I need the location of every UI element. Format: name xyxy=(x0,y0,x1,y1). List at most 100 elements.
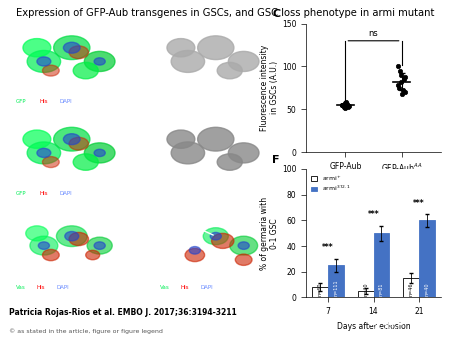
Text: His: His xyxy=(37,285,45,290)
Text: n=60: n=60 xyxy=(318,283,323,296)
Bar xyxy=(403,278,419,297)
Point xyxy=(346,103,353,108)
Circle shape xyxy=(84,51,115,72)
Point xyxy=(343,101,351,107)
Circle shape xyxy=(54,127,90,151)
Circle shape xyxy=(228,51,259,72)
Text: armi$^{+}$: armi$^{+}$ xyxy=(34,207,54,216)
Point xyxy=(398,79,405,84)
Text: EMBO: EMBO xyxy=(369,317,405,328)
Point xyxy=(396,85,403,91)
Point xyxy=(401,90,409,95)
Text: DAPI: DAPI xyxy=(59,99,72,104)
Text: n=40: n=40 xyxy=(424,283,429,296)
Text: His: His xyxy=(40,99,48,104)
Text: E: E xyxy=(157,207,163,216)
Y-axis label: Fluorescence intensity
in GSCs (A.U.): Fluorescence intensity in GSCs (A.U.) xyxy=(260,45,279,131)
Circle shape xyxy=(203,228,228,245)
Bar xyxy=(358,291,373,297)
Text: GFP: GFP xyxy=(217,191,229,196)
Text: nos-Gal4/UASp-GFP-Aub: nos-Gal4/UASp-GFP-Aub xyxy=(34,24,110,29)
Point xyxy=(398,91,405,97)
Text: Expression of GFP-Aub transgenes in GSCs, and GSC loss phenotype in armi mutant: Expression of GFP-Aub transgenes in GSCs… xyxy=(16,8,434,19)
Point xyxy=(400,77,408,82)
Point xyxy=(341,101,348,106)
Text: ***: *** xyxy=(322,243,334,252)
Circle shape xyxy=(94,242,105,249)
Circle shape xyxy=(38,242,50,249)
Bar xyxy=(374,233,389,297)
Circle shape xyxy=(42,249,59,261)
Text: n=81: n=81 xyxy=(379,283,384,296)
Circle shape xyxy=(42,156,59,168)
Circle shape xyxy=(230,236,257,255)
Circle shape xyxy=(37,148,51,158)
Circle shape xyxy=(217,62,242,79)
Circle shape xyxy=(198,36,234,59)
Circle shape xyxy=(189,246,200,254)
Text: ***: *** xyxy=(413,198,425,208)
Text: D: D xyxy=(13,207,21,216)
Point xyxy=(396,68,404,73)
Text: n=46: n=46 xyxy=(409,283,414,296)
Point xyxy=(340,104,347,110)
Circle shape xyxy=(26,226,48,241)
Circle shape xyxy=(23,39,51,57)
Circle shape xyxy=(86,250,100,260)
Circle shape xyxy=(228,143,259,163)
Text: armi$^{372.1}$: armi$^{372.1}$ xyxy=(178,207,207,216)
Circle shape xyxy=(73,154,98,170)
Circle shape xyxy=(42,65,59,76)
Circle shape xyxy=(56,226,87,246)
Text: nos-Gal4/UASp-GFP-AubAA: nos-Gal4/UASp-GFP-AubAA xyxy=(34,115,118,120)
Bar xyxy=(328,265,344,297)
Circle shape xyxy=(69,137,89,150)
Text: His: His xyxy=(181,285,189,290)
Text: n=40: n=40 xyxy=(363,283,368,296)
Text: Patricia Rojas-Rios et al. EMBO J. 2017;36:3194-3211: Patricia Rojas-Rios et al. EMBO J. 2017;… xyxy=(9,308,237,317)
Point xyxy=(344,104,351,110)
Text: GFP: GFP xyxy=(217,99,229,104)
Text: B: B xyxy=(13,115,20,124)
Circle shape xyxy=(238,242,249,249)
Circle shape xyxy=(27,142,61,164)
Circle shape xyxy=(235,254,252,265)
Point xyxy=(338,102,346,108)
Circle shape xyxy=(167,130,195,148)
Text: DAPI: DAPI xyxy=(200,285,213,290)
Text: B’: B’ xyxy=(157,115,167,124)
Point xyxy=(342,105,349,110)
Circle shape xyxy=(23,130,51,148)
Circle shape xyxy=(27,50,61,72)
Circle shape xyxy=(185,248,205,262)
Bar xyxy=(419,220,435,297)
Circle shape xyxy=(54,36,90,59)
Text: C: C xyxy=(272,9,280,19)
Circle shape xyxy=(69,233,89,246)
Circle shape xyxy=(65,232,79,241)
Point xyxy=(400,88,407,93)
Text: DAPI: DAPI xyxy=(59,191,72,196)
Circle shape xyxy=(30,236,58,255)
Circle shape xyxy=(171,142,205,164)
Circle shape xyxy=(198,127,234,151)
Text: His: His xyxy=(40,191,48,196)
Text: Vas: Vas xyxy=(16,285,26,290)
Circle shape xyxy=(212,233,234,248)
Point xyxy=(401,74,409,79)
Text: © as stated in the article, figure or figure legend: © as stated in the article, figure or fi… xyxy=(9,328,163,334)
Point xyxy=(342,100,349,105)
X-axis label: Days after eclosion: Days after eclosion xyxy=(337,322,410,331)
Y-axis label: % of germaria with
0-1 GSC: % of germaria with 0-1 GSC xyxy=(260,197,279,270)
Text: A: A xyxy=(13,24,20,33)
Circle shape xyxy=(63,134,80,145)
Circle shape xyxy=(171,50,205,72)
Text: A’: A’ xyxy=(157,24,166,33)
Circle shape xyxy=(73,62,98,79)
Circle shape xyxy=(94,58,105,65)
Text: GFP: GFP xyxy=(16,191,27,196)
Text: ***: *** xyxy=(368,210,379,219)
Point xyxy=(397,72,404,78)
Circle shape xyxy=(84,143,115,163)
Text: DAPI: DAPI xyxy=(56,285,69,290)
